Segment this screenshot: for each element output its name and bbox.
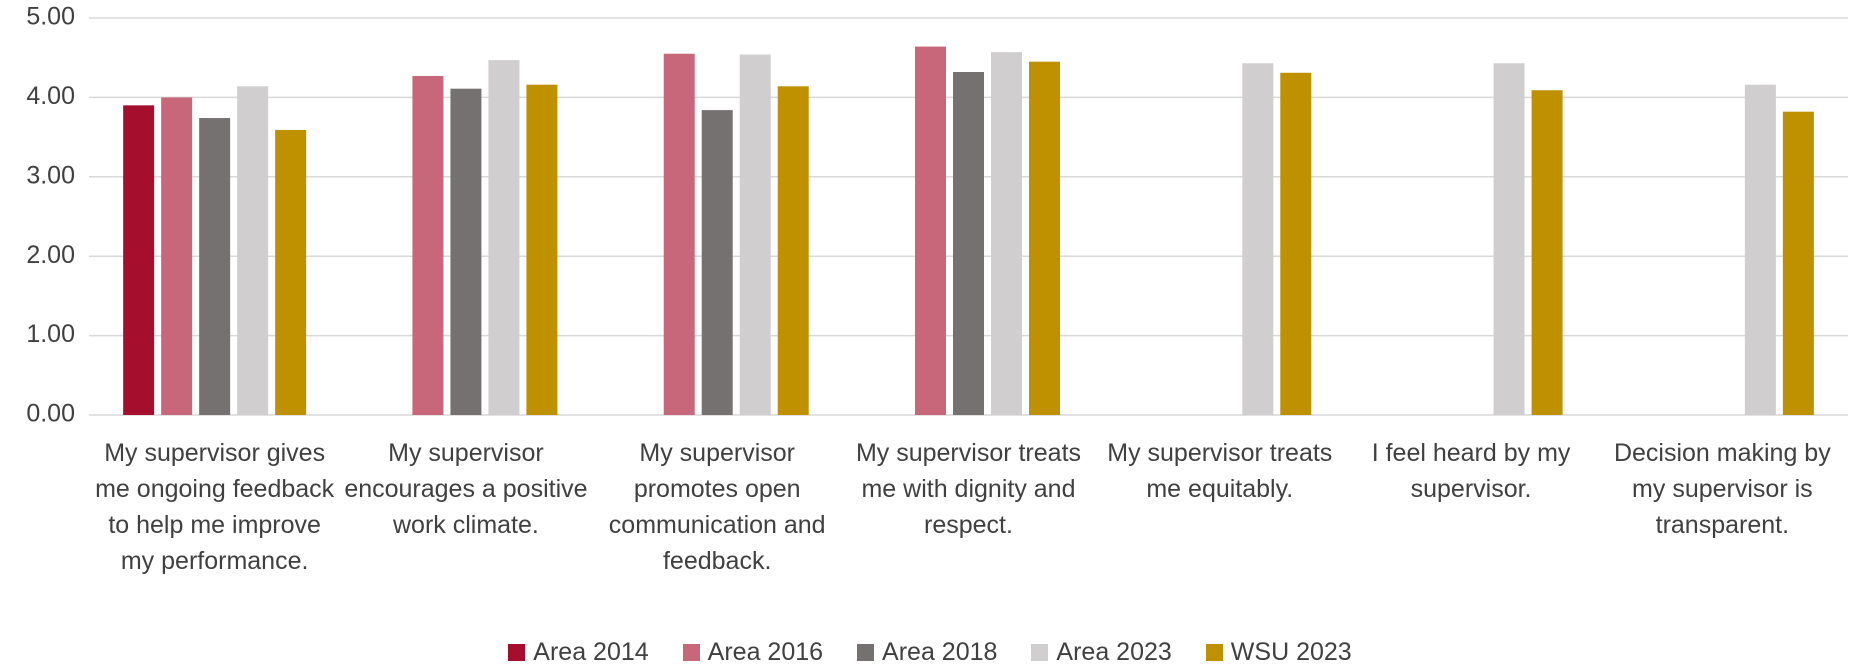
legend-item: Area 2014 [508, 638, 649, 667]
x-tick-label: My supervisor treats me equitably. [1107, 439, 1333, 503]
x-tick-label: I feel heard by my supervisor. [1371, 439, 1571, 503]
legend-label: Area 2016 [707, 638, 824, 666]
bar [1744, 84, 1776, 416]
y-tick-label: 3.00 [26, 161, 75, 189]
x-tick-label: My supervisor gives me ongoing feedback … [95, 439, 335, 575]
x-tick-label: My supervisor encourages a positive work… [344, 439, 588, 539]
bar [739, 54, 771, 416]
legend-label: Area 2014 [533, 638, 649, 666]
legend-swatch [1205, 644, 1223, 661]
bar [663, 53, 695, 415]
bar [161, 97, 193, 416]
bar [1531, 90, 1563, 415]
bar [199, 118, 231, 415]
y-tick-label: 4.00 [26, 82, 75, 110]
bar [915, 46, 946, 416]
bar [412, 75, 444, 415]
bar [526, 84, 558, 416]
legend-item: Area 2016 [682, 638, 824, 667]
legend-label: Area 2018 [882, 638, 998, 666]
legend-label: WSU 2023 [1230, 638, 1352, 666]
y-tick-label: 0.00 [26, 400, 75, 428]
bar [1782, 111, 1814, 415]
bar [123, 105, 155, 415]
x-tick-label: My supervisor promotes open communicatio… [608, 439, 826, 575]
bar [953, 71, 984, 415]
y-tick-label: 5.00 [26, 3, 75, 31]
bar [488, 60, 520, 415]
bar [777, 86, 809, 415]
bar [1493, 63, 1525, 416]
y-tick-label: 1.00 [26, 320, 75, 348]
bar [1029, 61, 1060, 416]
bar [275, 129, 307, 416]
legend-item: Area 2018 [857, 638, 997, 667]
legend-swatch [508, 644, 526, 661]
bar [237, 86, 269, 415]
x-tick-label: My supervisor treats me with dignity and… [855, 439, 1082, 539]
plot: 0.00 1.00 2.00 3.00 4.00 5.00 [26, 3, 1848, 428]
legend-swatch [682, 644, 700, 661]
legend-item: WSU 2023 [1205, 638, 1352, 667]
legend-swatch [1031, 644, 1049, 661]
y-tick-label: 2.00 [26, 241, 75, 269]
legend: Area 2014 Area 2016 Area 2018 Area 2023 WSU … [0, 638, 1860, 667]
bar [1280, 72, 1312, 415]
bar [701, 110, 733, 415]
legend-item: Area 2023 [1031, 638, 1172, 667]
legend-swatch [857, 644, 875, 661]
x-tick-label: Decision making by my supervisor is tran… [1613, 439, 1831, 539]
bar [450, 88, 482, 415]
legend-label: Area 2023 [1056, 638, 1172, 666]
bar [1242, 63, 1274, 416]
bar [991, 52, 1022, 415]
